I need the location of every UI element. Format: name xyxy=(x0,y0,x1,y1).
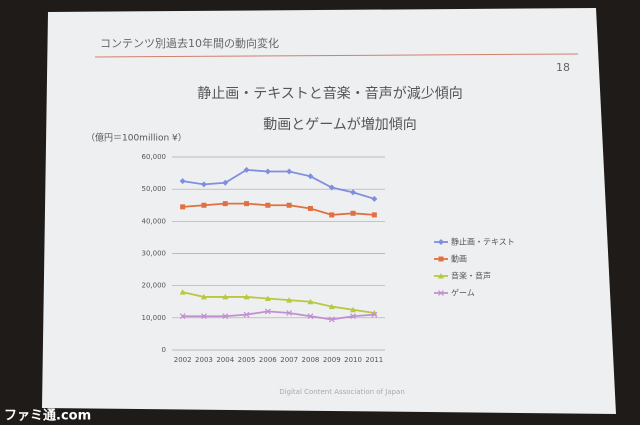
x-tick-label: 2011 xyxy=(365,356,383,364)
x-tick-label: 2007 xyxy=(280,356,298,364)
footer: Digital Content Association of Japan xyxy=(279,388,405,396)
marker xyxy=(179,178,186,185)
marker xyxy=(222,179,229,186)
marker xyxy=(243,166,250,173)
marker xyxy=(243,311,250,318)
legend-label: 音楽・音声 xyxy=(451,271,491,281)
marker xyxy=(243,293,250,300)
y-tick-label: 50,000 xyxy=(142,185,167,193)
page-number: 18 xyxy=(556,61,570,74)
marker xyxy=(329,212,335,218)
marker xyxy=(307,173,314,180)
marker xyxy=(286,202,292,208)
legend-marker xyxy=(438,273,444,279)
y-tick-label: 60,000 xyxy=(142,153,167,161)
legend-marker xyxy=(438,256,444,262)
header-rule xyxy=(94,53,579,58)
series-line xyxy=(182,291,375,314)
chart-subtitle: 動画とゲームが増加傾向 xyxy=(263,117,417,133)
marker xyxy=(200,293,207,300)
y-tick-label: 30,000 xyxy=(142,250,167,258)
marker xyxy=(180,204,186,210)
marker xyxy=(328,303,335,310)
marker xyxy=(264,308,271,315)
x-tick-label: 2005 xyxy=(238,356,256,364)
series-line xyxy=(182,168,375,200)
x-tick-label: 2009 xyxy=(323,356,341,364)
marker xyxy=(222,293,229,300)
marker xyxy=(371,195,378,202)
legend-marker xyxy=(438,239,444,245)
marker xyxy=(350,189,357,196)
slide xyxy=(42,8,616,414)
x-tick-label: 2003 xyxy=(195,356,213,364)
marker xyxy=(264,295,271,302)
marker xyxy=(286,297,293,303)
marker xyxy=(179,313,186,320)
x-tick-label: 2006 xyxy=(259,356,277,364)
marker xyxy=(222,313,229,320)
chart-title: 静止画・テキストと音楽・音声が減少傾向 xyxy=(197,85,463,102)
watermark: ファミ通.com xyxy=(4,408,91,424)
marker xyxy=(179,289,186,295)
y-tick-label: 0 xyxy=(162,346,166,354)
marker xyxy=(350,306,357,313)
x-tick-label: 2010 xyxy=(344,356,362,364)
marker xyxy=(286,310,293,316)
legend-label: 動画 xyxy=(451,255,467,264)
marker xyxy=(350,210,356,216)
marker xyxy=(244,201,250,207)
marker xyxy=(371,311,378,318)
marker xyxy=(350,313,356,320)
x-tick-label: 2004 xyxy=(216,356,234,364)
x-tick-label: 2008 xyxy=(302,356,320,364)
marker xyxy=(264,168,271,175)
x-tick-label: 2002 xyxy=(174,356,192,364)
legend-label: ゲーム xyxy=(451,288,475,298)
y-tick-label: 40,000 xyxy=(142,217,167,225)
marker xyxy=(371,212,377,218)
marker xyxy=(222,201,228,207)
header-title: コンテンツ別過去10年間の動向変化 xyxy=(100,36,279,50)
marker xyxy=(307,313,314,320)
series-line xyxy=(182,202,375,216)
marker xyxy=(307,205,313,211)
y-tick-label: 20,000 xyxy=(142,282,167,290)
marker xyxy=(265,202,271,208)
legend-marker xyxy=(438,290,444,296)
marker xyxy=(200,181,207,188)
marker xyxy=(286,168,293,175)
unit-label: （億円＝100million ¥） xyxy=(86,132,187,144)
series-line xyxy=(182,310,375,321)
marker xyxy=(201,202,207,208)
marker xyxy=(201,313,207,320)
marker xyxy=(328,316,335,323)
marker xyxy=(328,184,335,191)
marker xyxy=(307,298,314,305)
y-tick-label: 10,000 xyxy=(142,314,167,322)
legend-label: 静止画・テキスト xyxy=(451,237,515,247)
